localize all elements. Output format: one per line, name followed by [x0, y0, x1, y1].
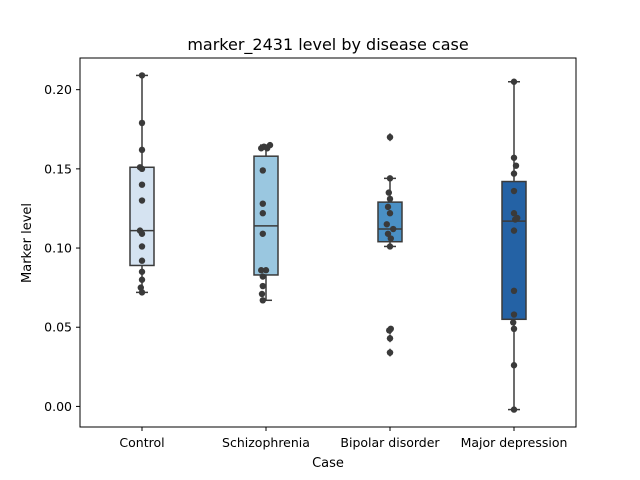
data-point	[386, 175, 394, 182]
plot-frame	[79, 57, 577, 428]
data-point	[386, 133, 394, 141]
box-iqr	[253, 155, 279, 276]
x-tick-label: Major depression	[461, 435, 568, 450]
data-point	[384, 203, 392, 211]
data-point	[259, 230, 266, 237]
y-axis-label: Marker level	[20, 203, 35, 283]
data-point	[138, 289, 146, 296]
data-point	[138, 72, 146, 79]
data-point	[259, 200, 266, 207]
data-point	[385, 189, 392, 196]
data-point	[510, 406, 518, 413]
data-point	[138, 276, 146, 283]
data-point	[138, 119, 146, 127]
data-point	[386, 335, 394, 342]
data-point	[510, 170, 518, 177]
box-group-1	[253, 144, 279, 302]
data-point	[262, 267, 270, 274]
data-point	[138, 146, 146, 154]
data-point	[138, 197, 146, 204]
chart-title: marker_2431 level by disease case	[187, 35, 468, 55]
x-axis-label: Case	[312, 456, 344, 471]
data-point	[390, 225, 397, 233]
data-point	[266, 141, 274, 149]
data-point	[138, 268, 146, 275]
data-point	[258, 290, 266, 298]
data-point	[386, 243, 394, 250]
data-point	[259, 210, 266, 217]
data-point	[510, 227, 518, 234]
data-point	[510, 154, 518, 161]
x-tick-label: Control	[119, 435, 164, 450]
y-tick-label: 0.00	[44, 399, 72, 414]
data-point	[387, 325, 394, 333]
data-point	[510, 362, 518, 369]
data-point	[258, 267, 265, 274]
data-point	[138, 165, 146, 173]
x-axis: Control Schizophrenia Bipolar disorder Majo…	[119, 427, 567, 450]
data-point	[386, 195, 394, 203]
data-point	[259, 167, 266, 174]
data-point	[510, 210, 518, 217]
y-tick-label: 0.20	[44, 82, 72, 97]
data-point	[138, 230, 146, 237]
data-point	[510, 78, 518, 85]
data-point	[138, 257, 146, 264]
data-point	[384, 230, 392, 237]
data-point	[512, 216, 519, 223]
data-point	[387, 235, 394, 242]
box-group-3	[501, 81, 527, 411]
data-point	[138, 243, 146, 250]
data-point	[510, 319, 517, 326]
data-point	[386, 349, 394, 356]
data-point	[386, 210, 394, 217]
data-point	[512, 162, 520, 169]
data-point	[510, 325, 518, 333]
data-point	[259, 297, 266, 304]
data-point	[510, 187, 518, 195]
data-point	[138, 181, 146, 188]
y-tick-label: 0.15	[44, 161, 72, 176]
plot-area	[79, 57, 577, 428]
data-point	[259, 273, 266, 280]
y-tick-label: 0.10	[44, 241, 72, 256]
y-axis: 0.00 0.05 0.10 0.15 0.20	[44, 82, 80, 414]
y-tick-label: 0.05	[44, 320, 72, 335]
data-point	[259, 282, 266, 290]
box-iqr	[501, 180, 527, 321]
x-tick-label: Bipolar disorder	[340, 435, 440, 450]
data-point	[510, 287, 518, 295]
data-point	[510, 311, 518, 318]
x-tick-label: Schizophrenia	[222, 435, 310, 450]
data-point	[383, 221, 390, 228]
